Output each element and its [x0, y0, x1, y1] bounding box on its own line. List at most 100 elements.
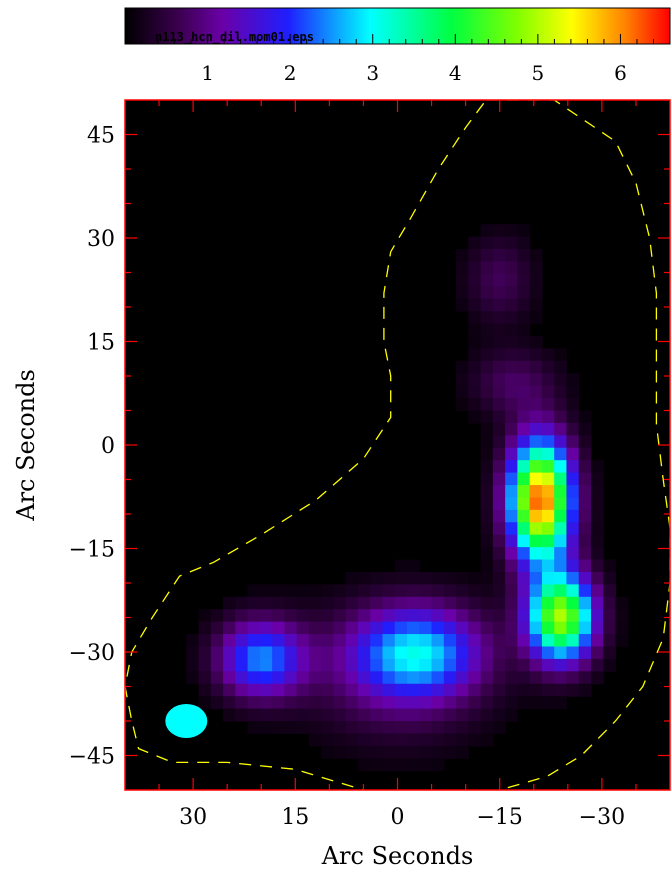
map-pixel — [480, 286, 494, 300]
map-pixel — [566, 534, 580, 548]
map-pixel — [357, 733, 371, 747]
map-pixel — [554, 472, 568, 486]
map-pixel — [345, 584, 359, 598]
map-pixel — [407, 634, 420, 648]
map-pixel — [456, 745, 469, 759]
map-pixel — [333, 696, 347, 710]
map-pixel — [492, 646, 506, 660]
map-pixel — [529, 571, 543, 585]
map-pixel — [480, 634, 494, 648]
map-pixel — [554, 509, 568, 523]
map-pixel — [492, 261, 506, 275]
map-pixel — [272, 696, 286, 710]
map-pixel — [308, 721, 322, 735]
map-pixel — [407, 596, 420, 610]
map-pixel — [456, 584, 469, 598]
colorbar-tick-label: 3 — [366, 61, 379, 85]
map-pixel — [345, 671, 359, 685]
map-pixel — [456, 398, 469, 412]
map-pixel — [431, 696, 445, 710]
map-pixel — [480, 671, 494, 685]
map-pixel — [272, 708, 286, 722]
map-pixel — [456, 571, 469, 585]
map-pixel — [603, 571, 617, 585]
map-pixel — [296, 671, 310, 685]
map-pixel — [541, 596, 555, 610]
map-pixel — [505, 547, 518, 561]
map-pixel — [505, 435, 518, 449]
map-pixel — [394, 596, 408, 610]
map-pixel — [480, 435, 494, 449]
map-pixel — [566, 584, 580, 598]
map-pixel — [554, 571, 568, 585]
map-pixel — [357, 708, 371, 722]
map-pixel — [382, 571, 396, 585]
map-pixel — [554, 559, 568, 573]
map-pixel — [578, 559, 592, 573]
map-pixel — [419, 733, 433, 747]
map-pixel — [590, 522, 604, 536]
map-pixel — [370, 658, 384, 672]
map-pixel — [407, 683, 420, 697]
map-pixel — [394, 621, 408, 635]
map-pixel — [382, 758, 396, 772]
map-pixel — [357, 721, 371, 735]
map-pixel — [480, 534, 494, 548]
map-pixel — [541, 472, 555, 486]
map-pixel — [382, 621, 396, 635]
map-pixel — [456, 634, 469, 648]
map-pixel — [529, 497, 543, 511]
map-pixel — [357, 621, 371, 635]
map-pixel — [357, 745, 371, 759]
map-pixel — [456, 621, 469, 635]
map-pixel — [541, 509, 555, 523]
map-pixel — [259, 658, 273, 672]
map-pixel — [541, 360, 555, 374]
map-pixel — [456, 373, 469, 387]
map-pixel — [272, 658, 286, 672]
map-pixel — [480, 460, 494, 474]
y-tick-label: 15 — [87, 331, 115, 356]
x-tick-label: 0 — [391, 805, 405, 830]
map-pixel — [296, 584, 310, 598]
map-pixel — [529, 472, 543, 486]
map-pixel — [554, 497, 568, 511]
map-pixel — [259, 609, 273, 623]
map-pixel — [505, 273, 518, 287]
map-pixel — [541, 683, 555, 697]
map-pixel — [578, 472, 592, 486]
map-pixel — [308, 584, 322, 598]
map-pixel — [578, 571, 592, 585]
map-pixel — [333, 646, 347, 660]
map-pixel — [456, 360, 469, 374]
map-pixel — [308, 733, 322, 747]
map-pixel — [554, 373, 568, 387]
map-pixel — [296, 658, 310, 672]
map-pixel — [296, 634, 310, 648]
map-pixel — [529, 547, 543, 561]
map-pixel — [186, 634, 200, 648]
map-pixel — [468, 571, 482, 585]
map-pixel — [321, 733, 335, 747]
map-pixel — [517, 373, 531, 387]
map-pixel — [357, 758, 371, 772]
map-pixel — [492, 571, 506, 585]
map-pixel — [468, 658, 482, 672]
map-pixel — [407, 658, 420, 672]
map-pixel — [505, 559, 518, 573]
map-pixel — [492, 696, 506, 710]
map-pixel — [480, 733, 494, 747]
map-pixel — [284, 696, 298, 710]
map-pixel — [505, 708, 518, 722]
map-pixel — [394, 708, 408, 722]
map-pixel — [554, 534, 568, 548]
map-pixel — [419, 634, 433, 648]
y-tick-label: −45 — [69, 745, 115, 770]
map-pixel — [541, 497, 555, 511]
map-pixel — [566, 410, 580, 424]
map-pixel — [443, 708, 457, 722]
map-pixel — [247, 708, 261, 722]
map-pixel — [480, 596, 494, 610]
map-pixel — [247, 634, 261, 648]
map-pixel — [259, 721, 273, 735]
